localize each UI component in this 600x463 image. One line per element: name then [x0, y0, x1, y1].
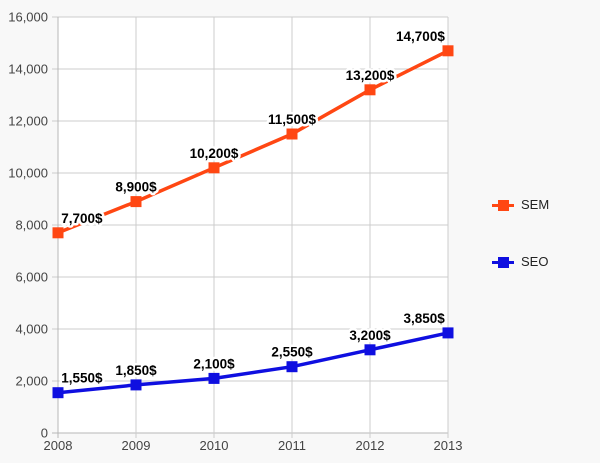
y-axis-tick-label: 4,000: [15, 322, 48, 337]
legend-label-sem: SEM: [521, 197, 550, 212]
seo-data-point-marker[interactable]: [208, 372, 220, 384]
y-axis-tick-label: 2,000: [15, 374, 48, 389]
sem-series-swatch-icon: [492, 197, 514, 213]
y-axis-tick-label: 14,000: [8, 62, 48, 77]
sem-data-point-marker[interactable]: [442, 45, 454, 57]
seo-data-point-label: 1,850$: [115, 363, 157, 378]
sem-data-point-marker[interactable]: [52, 227, 64, 239]
x-axis-tick-label: 2011: [278, 438, 306, 453]
y-axis-tick-label: 0: [41, 426, 48, 441]
sem-data-point-label: 14,700$: [396, 29, 445, 44]
y-axis-tick-label: 8,000: [15, 218, 48, 233]
x-axis-tick-label: 2012: [356, 438, 385, 453]
x-axis-tick-label: 2009: [122, 438, 151, 453]
legend-item-sem[interactable]: SEM: [492, 197, 549, 213]
y-axis-tick-label: 6,000: [15, 270, 48, 285]
seo-data-point-marker[interactable]: [442, 327, 454, 339]
seo-data-point-marker[interactable]: [52, 387, 64, 399]
sem-data-point-label: 8,900$: [115, 180, 157, 195]
y-axis-tick-label: 10,000: [8, 166, 48, 181]
y-axis-tick-label: 16,000: [8, 10, 48, 25]
chart-legend: SEM SEO: [492, 0, 600, 463]
seo-data-point-marker[interactable]: [286, 361, 298, 373]
seo-data-point-label: 1,550$: [61, 371, 103, 386]
sem-data-point-marker[interactable]: [208, 162, 220, 174]
y-axis-tick-label: 12,000: [8, 114, 48, 129]
x-axis-tick-label: 2008: [44, 438, 73, 453]
sem-series-line: [57, 49, 449, 235]
seo-data-point-label: 3,850$: [403, 311, 445, 326]
x-axis-tick-label: 2013: [434, 438, 463, 453]
legend-item-seo[interactable]: SEO: [492, 254, 548, 270]
sem-data-point-label: 10,200$: [190, 146, 239, 161]
sem-data-point-marker[interactable]: [286, 128, 298, 140]
x-axis-tick-label: 2010: [200, 438, 229, 453]
sem-data-point-marker[interactable]: [130, 196, 142, 208]
legend-label-seo: SEO: [521, 254, 549, 269]
seo-series-swatch-icon: [492, 254, 514, 270]
seo-data-point-label: 2,550$: [271, 345, 313, 360]
seo-data-point-marker[interactable]: [364, 344, 376, 356]
seo-data-point-label: 3,200$: [349, 328, 391, 343]
sem-data-point-label: 11,500$: [268, 112, 317, 127]
seo-data-point-label: 2,100$: [193, 356, 235, 371]
sem-data-point-label: 7,700$: [61, 211, 103, 226]
sem-data-point-marker[interactable]: [364, 84, 376, 96]
sem-data-point-label: 13,200$: [346, 68, 395, 83]
seo-data-point-marker[interactable]: [130, 379, 142, 391]
seo-series-line: [57, 331, 449, 395]
